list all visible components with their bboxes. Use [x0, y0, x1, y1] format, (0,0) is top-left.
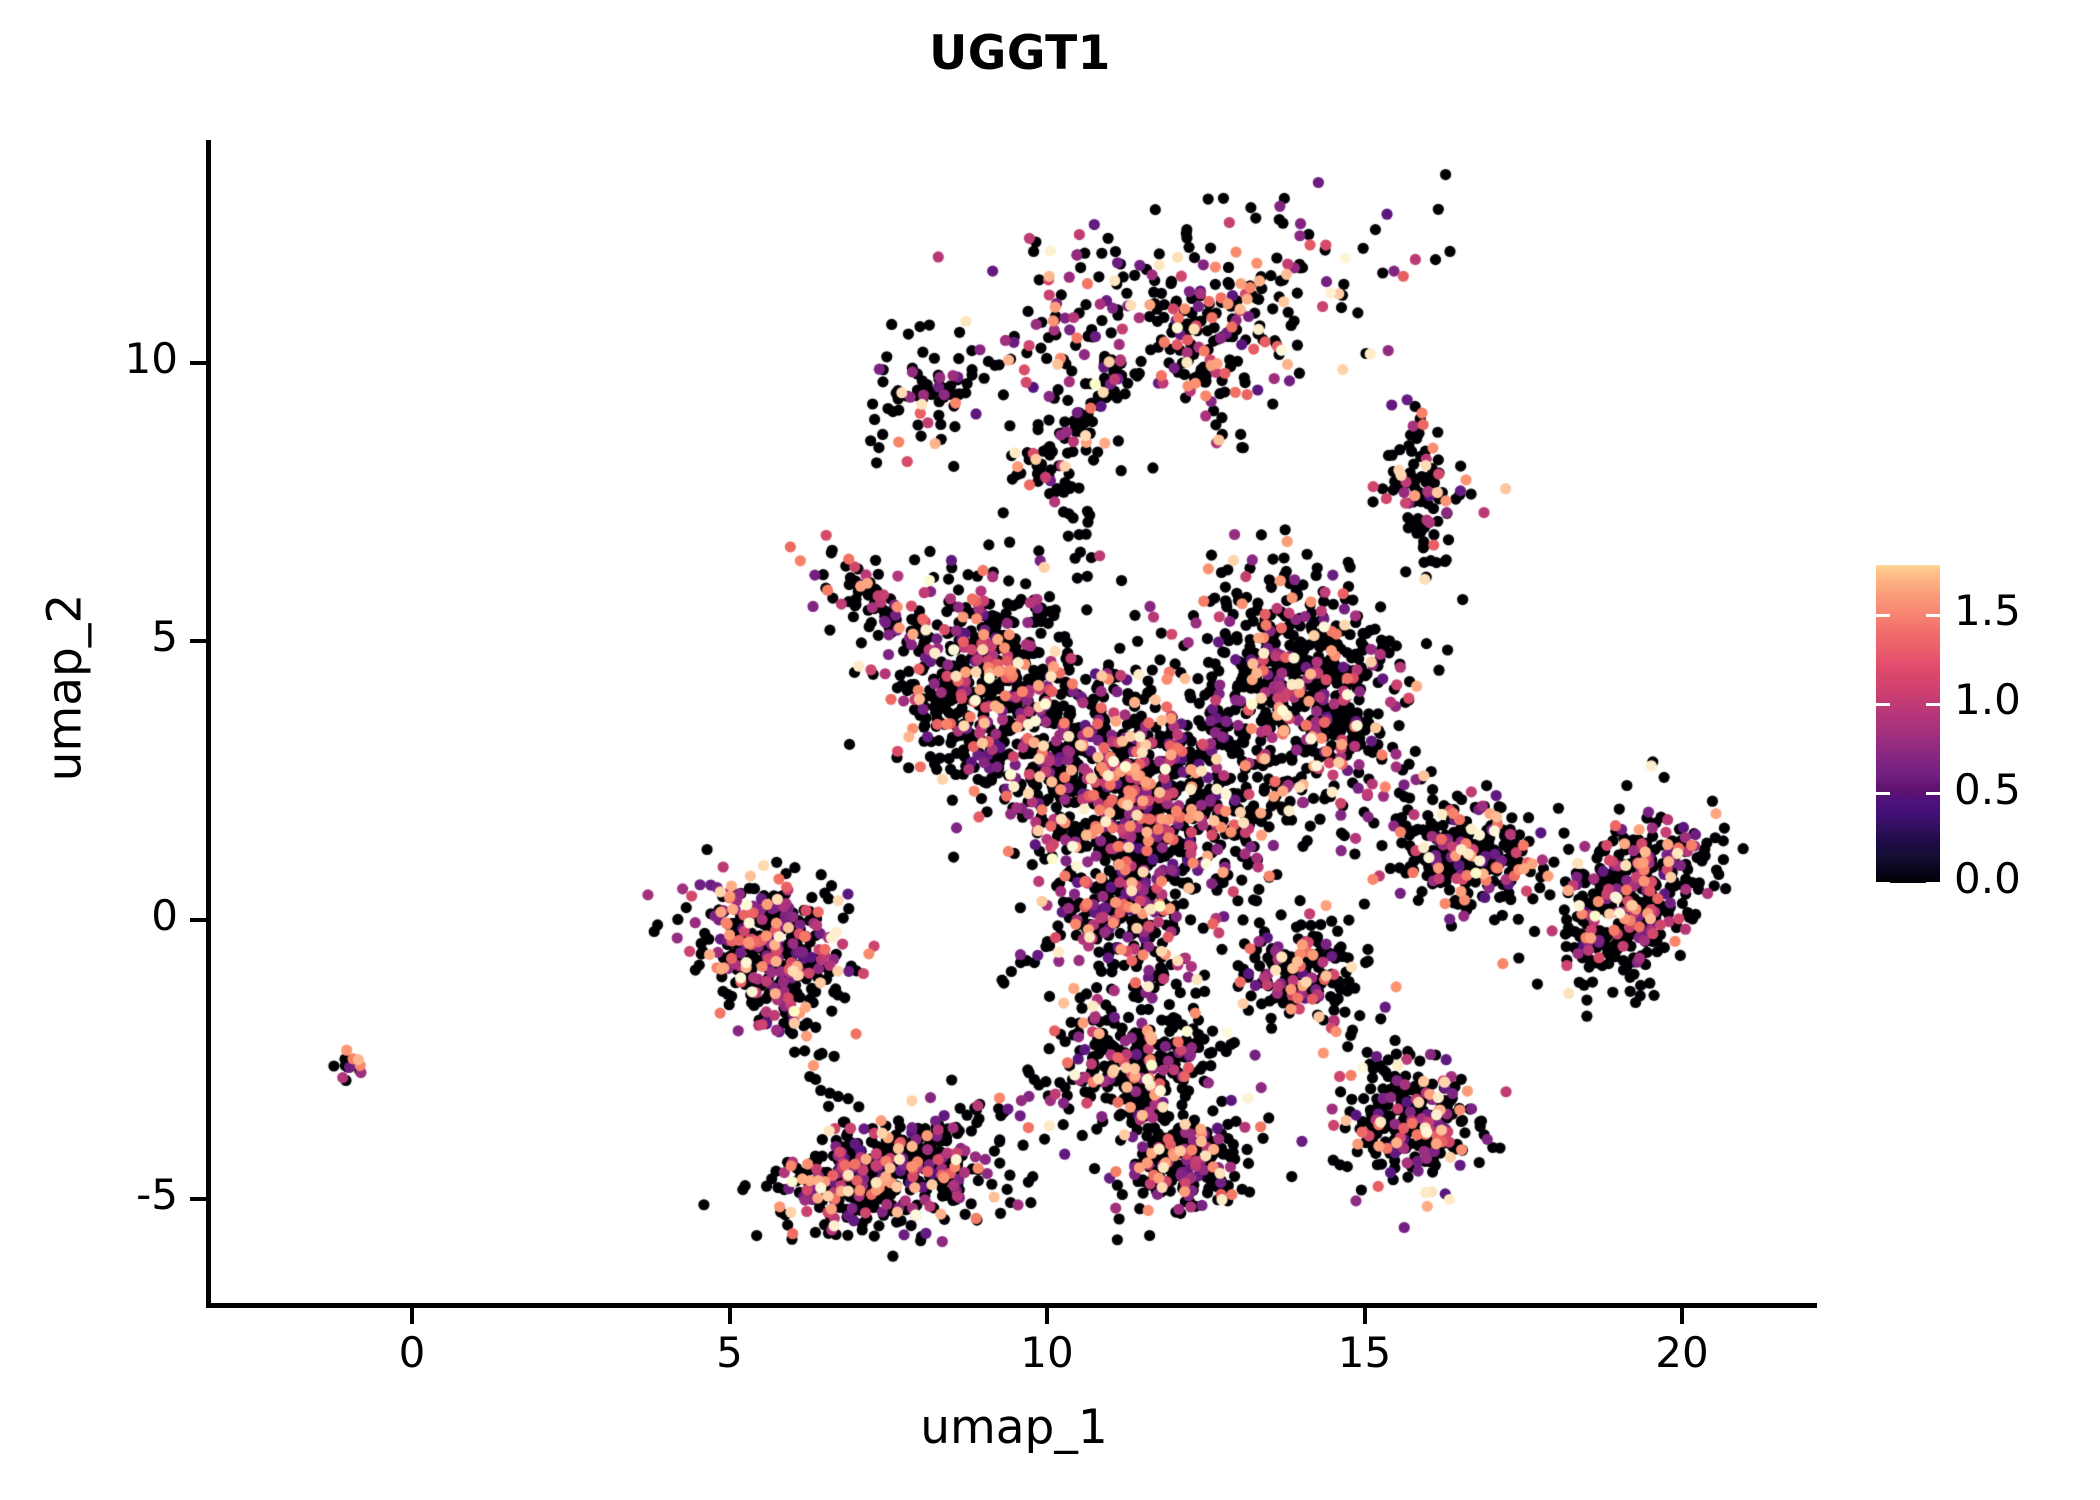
y-axis-spine [206, 140, 211, 1308]
colorbar-tick-mark [1926, 702, 1940, 706]
y-tick-label: 5 [151, 612, 178, 662]
x-tick-label: 20 [1655, 1328, 1709, 1377]
colorbar-tick-mark [1876, 881, 1890, 885]
x-axis-spine [206, 1303, 1817, 1308]
colorbar-tick-mark [1876, 702, 1890, 706]
x-tick-mark [1680, 1308, 1684, 1324]
x-axis-label: umap_1 [920, 1400, 1108, 1455]
scatter-points-canvas [211, 140, 1817, 1305]
x-tick-label: 15 [1337, 1328, 1392, 1377]
colorbar-tick-mark [1876, 792, 1890, 796]
x-tick-label: 10 [1020, 1328, 1074, 1377]
colorbar-gradient [1876, 565, 1940, 883]
y-tick-mark [190, 639, 206, 644]
y-tick-mark [190, 1196, 206, 1201]
colorbar-tick-label: 1.0 [1954, 675, 2021, 725]
x-tick-label: 0 [398, 1328, 426, 1377]
page-title: UGGT1 [929, 26, 1111, 81]
colorbar-tick-label: 0.0 [1954, 854, 2021, 903]
colorbar-tick-label: 1.5 [1954, 586, 2021, 636]
x-tick-mark [410, 1308, 414, 1324]
y-tick-label: -5 [136, 1169, 178, 1219]
x-tick-mark [1045, 1308, 1049, 1324]
y-tick-label: 0 [151, 891, 178, 940]
y-axis-label: umap_2 [37, 593, 93, 782]
y-tick-label: 10 [124, 333, 178, 383]
colorbar[interactable] [1876, 565, 1940, 885]
x-tick-mark [727, 1308, 732, 1324]
colorbar-tick-mark [1926, 881, 1940, 885]
x-tick-label: 5 [716, 1328, 743, 1377]
colorbar-tick-mark [1926, 613, 1940, 617]
x-tick-mark [1362, 1308, 1367, 1324]
y-tick-mark [190, 918, 206, 922]
colorbar-tick-mark [1876, 613, 1890, 617]
scatter-plot-area[interactable] [211, 140, 1817, 1305]
colorbar-tick-label: 0.5 [1954, 764, 2021, 814]
colorbar-tick-mark [1926, 792, 1940, 796]
y-tick-mark [190, 360, 206, 365]
